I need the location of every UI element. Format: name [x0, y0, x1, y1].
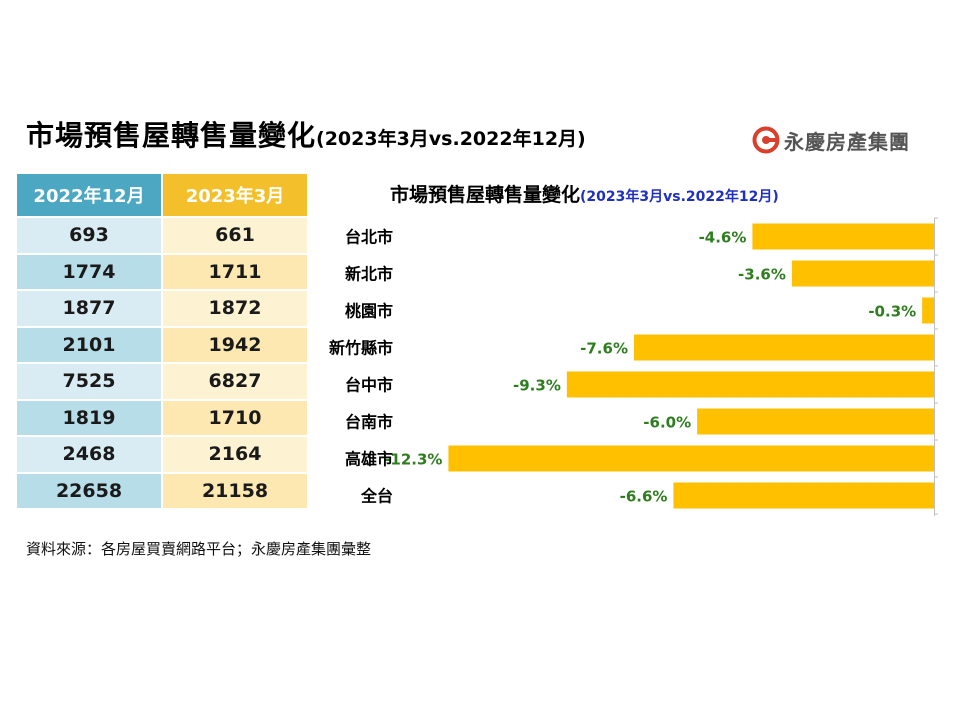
chart-title: 市場預售屋轉售量變化(2023年3月vs.2022年12月) — [390, 183, 779, 206]
cell-mar-2023: 1710 — [163, 400, 307, 435]
cell-mar-2023: 6827 — [163, 364, 307, 399]
bar — [673, 482, 934, 509]
table-header-row: 2022年12月 2023年3月 — [17, 174, 307, 216]
category-label: 新竹縣市 — [329, 339, 393, 358]
data-source-note: 資料來源：各房屋買賣網路平台；永慶房產集團彙整 — [26, 540, 372, 558]
cell-dec-2022: 7525 — [17, 364, 161, 399]
category-label: 新北市 — [345, 265, 393, 284]
data-label: -12.3% — [384, 451, 442, 469]
table-row: 1877 1872 — [17, 291, 307, 326]
table-row: 1819 1710 — [17, 400, 307, 435]
bar — [566, 371, 934, 398]
g-circle-logo-icon — [752, 126, 780, 154]
data-label: -7.6% — [580, 340, 628, 358]
transfer-volume-table: 2022年12月 2023年3月 693 661 1774 1711 1877 187… — [15, 172, 309, 510]
column-header-mar-2023: 2023年3月 — [163, 174, 307, 216]
category-label: 台中市 — [345, 376, 393, 395]
table-row: 693 661 — [17, 218, 307, 253]
data-label: -3.6% — [738, 266, 786, 284]
cell-mar-2023: 2164 — [163, 437, 307, 472]
cell-dec-2022: 2468 — [17, 437, 161, 472]
cell-mar-2023: 1872 — [163, 291, 307, 326]
category-label: 台南市 — [345, 413, 393, 432]
bar — [633, 334, 934, 361]
data-label: -9.3% — [513, 377, 561, 395]
table-row: 2468 2164 — [17, 437, 307, 472]
cell-dec-2022: 22658 — [17, 473, 161, 508]
cell-mar-2023: 1711 — [163, 254, 307, 289]
table-row: 22658 21158 — [17, 473, 307, 508]
category-label: 台北市 — [345, 228, 393, 247]
change-bar-chart: 市場預售屋轉售量變化(2023年3月vs.2022年12月) -4.6% 台北市 -… — [329, 183, 938, 516]
bar — [752, 223, 934, 250]
page-title-sub: (2023年3月vs.2022年12月) — [316, 128, 586, 150]
category-label: 全台 — [360, 487, 393, 506]
category-label: 高雄市 — [345, 450, 393, 469]
page-title-main: 市場預售屋轉售量變化 — [26, 119, 317, 152]
bar — [448, 445, 934, 472]
category-label: 桃園市 — [345, 302, 393, 321]
cell-dec-2022: 1774 — [17, 254, 161, 289]
bar — [697, 408, 934, 435]
cell-mar-2023: 661 — [163, 218, 307, 253]
table-row: 1774 1711 — [17, 254, 307, 289]
table-row: 7525 6827 — [17, 364, 307, 399]
brand-name: 永慶房產集團 — [784, 129, 910, 154]
data-label: -0.3% — [868, 303, 916, 321]
cell-dec-2022: 2101 — [17, 327, 161, 362]
cell-mar-2023: 21158 — [163, 473, 307, 508]
cell-dec-2022: 1819 — [17, 400, 161, 435]
bar — [791, 260, 934, 287]
brand-logo: 永慶房產集團 — [752, 124, 910, 156]
column-header-dec-2022: 2022年12月 — [17, 174, 161, 216]
data-label: -4.6% — [699, 229, 747, 247]
cell-mar-2023: 1942 — [163, 327, 307, 362]
data-label: -6.6% — [620, 488, 668, 506]
bar — [922, 297, 934, 324]
cell-dec-2022: 1877 — [17, 291, 161, 326]
data-label: -6.0% — [643, 414, 691, 432]
table-row: 2101 1942 — [17, 327, 307, 362]
cell-dec-2022: 693 — [17, 218, 161, 253]
page-title: 市場預售屋轉售量變化(2023年3月vs.2022年12月) — [26, 114, 586, 154]
